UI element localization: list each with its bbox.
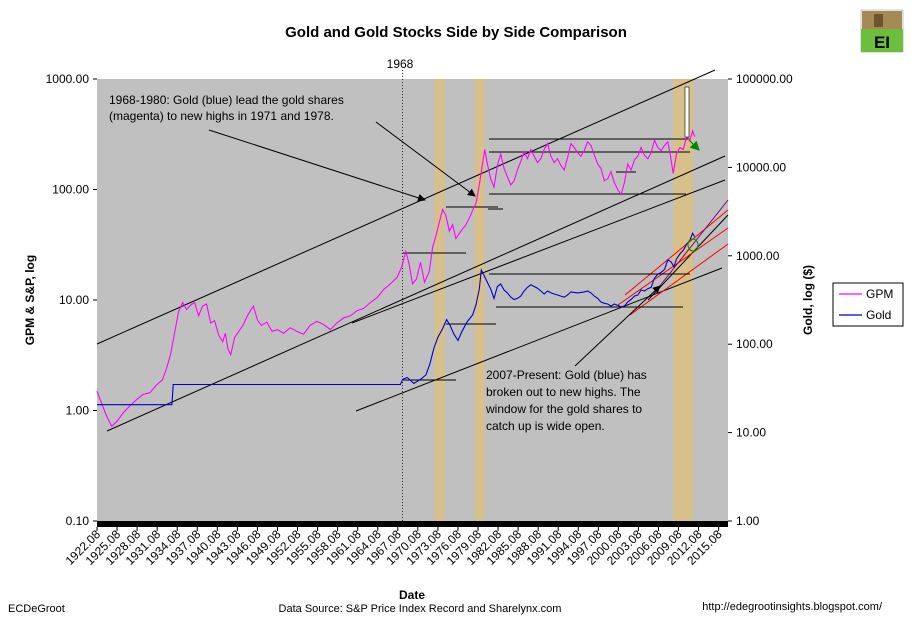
annotation-line: (magenta) to new highs in 1971 and 1978. (109, 109, 334, 123)
annotation-arrows (208, 86, 700, 367)
trend-line (624, 209, 729, 296)
shaded-periods (434, 79, 694, 521)
logo: EI (860, 9, 904, 53)
trend-line (617, 227, 729, 306)
annotation-line: 2007-Present: Gold (blue) has (486, 368, 647, 382)
x-axis: 1922.081925.081928.081931.081934.081937.… (63, 527, 725, 568)
annotation-line: broken out to new highs. The (486, 385, 641, 399)
annotation-line: catch up is wide open. (486, 419, 605, 433)
annotation-1968-1980: 1968-1980: Gold (blue) lead the gold sha… (109, 93, 344, 123)
series-lines (96, 128, 696, 428)
trend-line (355, 267, 723, 412)
series-line-gpm (96, 128, 696, 428)
annotation-arrow (574, 285, 661, 367)
y-tick-label-right: 10000.00 (736, 160, 786, 174)
y-tick-label-right: 100000.00 (736, 72, 793, 86)
annotation-arrow (375, 121, 476, 197)
shaded-period (673, 79, 694, 521)
y-tick-label-right: 1000.00 (736, 249, 780, 263)
y-axis-right: 100000.00 10000.00 1000.00 100.00 10.00 1.00 (728, 72, 793, 528)
footer-author: ECDeGroot (8, 603, 65, 615)
annotation-2007-present: 2007-Present: Gold (blue) has broken out… (485, 368, 647, 433)
highlight-bar (684, 86, 690, 138)
y-axis-left-label: GPM & S&P, log (23, 255, 37, 345)
trend-line (654, 199, 729, 293)
legend: GPM Gold (832, 282, 904, 327)
highlight-circle (687, 238, 699, 252)
y-tick-label-right: 100.00 (736, 337, 773, 351)
y-tick-label-left: 0.10 (66, 514, 90, 528)
vline-label: 1968 (387, 57, 414, 71)
trend-line (647, 214, 729, 301)
x-axis-band (97, 521, 728, 527)
resistance-lines (403, 138, 690, 381)
trend-lines (96, 69, 729, 432)
series-line-gold (97, 231, 696, 406)
annotation-line: window for the gold shares to (485, 402, 642, 416)
y-tick-label-left: 100.00 (52, 183, 89, 197)
y-tick-label-left: 1.00 (66, 404, 90, 418)
x-axis-label: Date (399, 588, 425, 602)
logo-text: EI (874, 33, 890, 52)
trend-line (351, 179, 726, 324)
legend-label-gold: Gold (866, 308, 891, 322)
annotation-line: 1968-1980: Gold (blue) lead the gold sha… (109, 93, 344, 107)
y-tick-label-right: 1.00 (736, 514, 760, 528)
chart-title: Gold and Gold Stocks Side by Side Compar… (285, 24, 627, 41)
footer-url: http://edegrootinsights.blogspot.com/ (702, 601, 883, 613)
trend-line (96, 69, 716, 345)
y-tick-label-left: 10.00 (59, 293, 89, 307)
trend-line (629, 243, 729, 316)
legend-label-gpm: GPM (866, 287, 893, 301)
y-axis-left: 1000.00 100.00 10.00 1.00 0.10 (46, 72, 97, 528)
shaded-period (434, 79, 445, 521)
footer-source: Data Source: S&P Price Index Record and … (279, 603, 562, 615)
annotation-arrow (208, 129, 426, 202)
shaded-period (474, 79, 485, 521)
y-tick-label-left: 1000.00 (46, 72, 90, 86)
y-axis-right-label: Gold, log ($) (801, 265, 815, 335)
green-arrow (688, 139, 700, 151)
trend-line (106, 155, 726, 432)
y-tick-label-right: 10.00 (736, 426, 766, 440)
